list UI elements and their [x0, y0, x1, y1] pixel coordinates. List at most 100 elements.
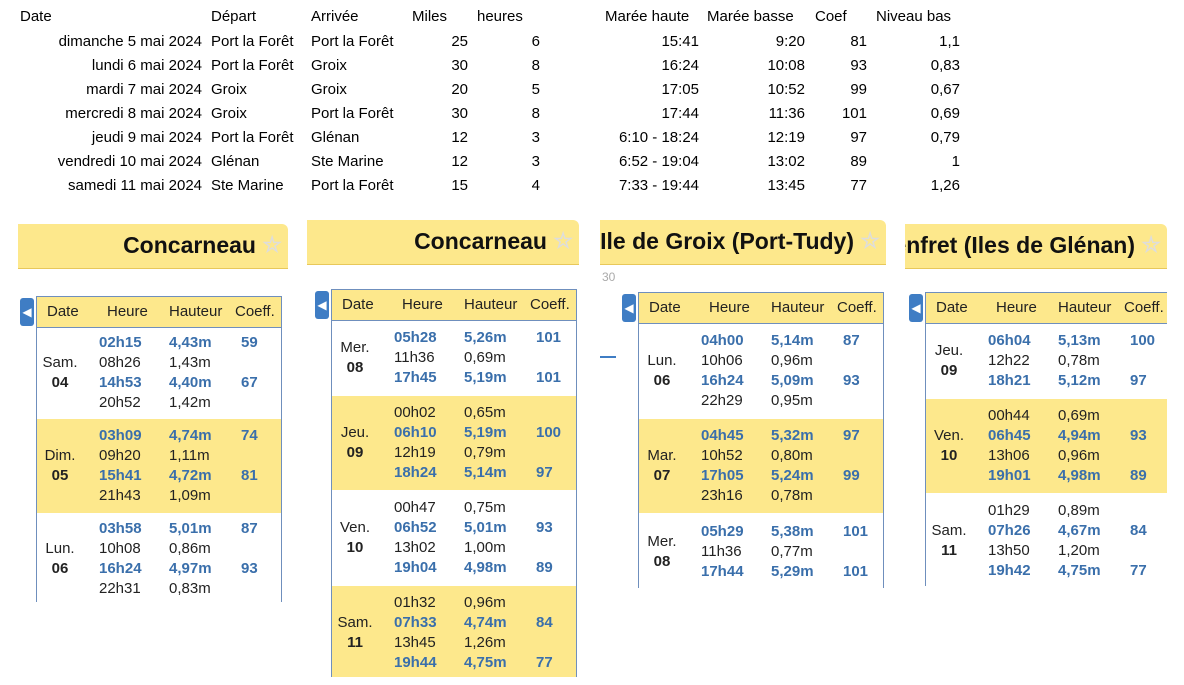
column-header-coeff: Coeff. [837, 299, 877, 316]
tide-line: 10h52 0,80m [639, 446, 883, 466]
day-number: 06 [51, 560, 69, 577]
tide-coef: 74 [241, 427, 258, 444]
tide-time: 10h06 [701, 352, 743, 369]
tide-time: 06h04 [988, 332, 1031, 349]
day-row: Lun. 06 03h58 5,01m 87 10h08 0,86m 16h24 4,97m 93… [37, 514, 281, 602]
tide-table-header: Date Heure Hauteur Coeff. [639, 292, 883, 324]
sheet-cell: 5 [531, 81, 540, 98]
sheet-cell: 11:36 [768, 105, 805, 122]
sheet-cell: 9:20 [775, 33, 805, 50]
tide-line: 13h06 0,96m [926, 446, 1167, 466]
sheet-header: Miles [412, 8, 448, 25]
sheet-cell: 10:52 [767, 81, 805, 98]
sheet-cell: lundi 6 mai 2024 [91, 57, 202, 74]
favorite-star-icon[interactable]: ☆ [553, 228, 573, 253]
column-header-heure: Heure [996, 299, 1037, 316]
tide-line: 18h21 5,12m 97 [926, 371, 1167, 391]
tide-height: 0,79m [464, 444, 506, 461]
day-row: Mer. 08 05h28 5,26m 101 11h36 0,69m 17h45 5,19m 1… [332, 321, 576, 396]
sheet-cell: Port la Forêt [311, 105, 394, 122]
day-number: 10 [940, 447, 958, 464]
sheet-cell: Groix [211, 105, 247, 122]
tide-line: 10h06 0,96m [639, 351, 883, 371]
sheet-cell: vendredi 10 mai 2024 [57, 153, 202, 170]
tide-time: 01h32 [394, 594, 436, 611]
day-label: Sam. 11 [926, 521, 972, 561]
sheet-header: heures [477, 8, 523, 25]
tide-height: 0,89m [1058, 502, 1100, 519]
sheet-header: Niveau bas [876, 8, 952, 25]
tide-table: Date Heure Hauteur Coeff. Mer. 08 05h28 5,26m 10… [331, 289, 577, 677]
tide-coef: 84 [1130, 522, 1147, 539]
sheet-cell: 25 [451, 33, 468, 50]
day-label: Ven. 10 [926, 426, 972, 466]
tide-height: 0,69m [464, 349, 506, 366]
tide-time: 05h28 [394, 329, 437, 346]
tide-height: 5,01m [464, 519, 507, 536]
tide-height: 0,86m [169, 540, 211, 557]
sheet-cell: dimanche 5 mai 2024 [58, 33, 202, 50]
tide-line: 10h08 0,86m [37, 539, 281, 559]
previous-arrow-icon[interactable]: ◀ [20, 298, 34, 326]
column-header-heure: Heure [709, 299, 750, 316]
sheet-cell: 13:02 [767, 153, 805, 170]
sheet-cell: 30 [451, 57, 468, 74]
day-row: Jeu. 09 06h04 5,13m 100 12h22 0,78m 18h21 5,12m 9… [926, 324, 1167, 399]
day-row: Sam. 04 02h15 4,43m 59 08h26 1,43m 14h53 4,40m 67… [37, 328, 281, 419]
tide-time: 11h36 [701, 543, 742, 560]
sheet-header: Coef [815, 8, 847, 25]
tide-time: 01h29 [988, 502, 1030, 519]
sheet-cell: 6 [531, 33, 540, 50]
previous-arrow-icon[interactable]: ◀ [909, 294, 923, 322]
previous-arrow-icon[interactable]: ◀ [622, 294, 636, 322]
favorite-star-icon[interactable]: ☆ [860, 228, 880, 253]
day-number: 08 [653, 553, 671, 570]
tide-height: 4,98m [464, 559, 507, 576]
sheet-cell: 7:33 - 19:44 [618, 177, 699, 194]
tide-time: 12h19 [394, 444, 436, 461]
sheet-cell: Groix [311, 57, 347, 74]
previous-arrow-icon[interactable]: ◀ [315, 291, 329, 319]
day-number: 09 [940, 362, 958, 379]
tide-line: 18h24 5,14m 97 [332, 463, 576, 483]
tide-time: 11h36 [394, 349, 435, 366]
tide-time: 10h52 [701, 447, 743, 464]
tide-coef: 77 [1130, 562, 1147, 579]
day-name: Dim. [44, 447, 76, 464]
column-header-date: Date [649, 299, 681, 316]
tide-line: 20h52 1,42m [37, 393, 281, 413]
tide-coef: 100 [1130, 332, 1156, 349]
partial-label: 30 [602, 270, 616, 284]
day-name: Lun. [647, 352, 677, 369]
tide-line: 03h58 5,01m 87 [37, 519, 281, 539]
tide-height: 4,75m [1058, 562, 1101, 579]
tide-height: 0,75m [464, 499, 506, 516]
tide-time: 19h01 [988, 467, 1031, 484]
sheet-cell: 12 [451, 153, 468, 170]
tide-line: 06h04 5,13m 100 [926, 331, 1167, 351]
sheet-cell: 6:10 - 18:24 [618, 129, 699, 146]
tide-line: 14h53 4,40m 67 [37, 373, 281, 393]
column-header-date: Date [936, 299, 968, 316]
tide-height: 5,32m [771, 427, 814, 444]
tide-time: 05h29 [701, 523, 744, 540]
tide-line: 21h43 1,09m [37, 486, 281, 506]
tide-time: 19h42 [988, 562, 1031, 579]
favorite-star-icon[interactable]: ☆ [262, 232, 282, 257]
tide-height: 4,40m [169, 374, 212, 391]
sheet-cell: 99 [850, 81, 867, 98]
day-number: 09 [346, 444, 364, 461]
sheet-cell: 0,67 [930, 81, 960, 98]
tide-line: 06h52 5,01m 93 [332, 518, 576, 538]
tide-coef: 101 [843, 563, 869, 580]
sheet-header: Arrivée [311, 8, 359, 25]
sheet-cell: 89 [850, 153, 867, 170]
tide-line: 19h44 4,75m 77 [332, 653, 576, 673]
day-label: Mar. 07 [639, 446, 685, 486]
day-number: 11 [347, 634, 363, 651]
tide-time: 16h24 [99, 560, 142, 577]
favorite-star-icon[interactable]: ☆ [1141, 232, 1161, 257]
tide-line: 23h16 0,78m [639, 486, 883, 506]
day-label: Lun. 06 [37, 539, 83, 579]
day-row: Mer. 08 05h29 5,38m 101 11h36 0,77m 17h44 5,29m 1… [639, 514, 883, 588]
